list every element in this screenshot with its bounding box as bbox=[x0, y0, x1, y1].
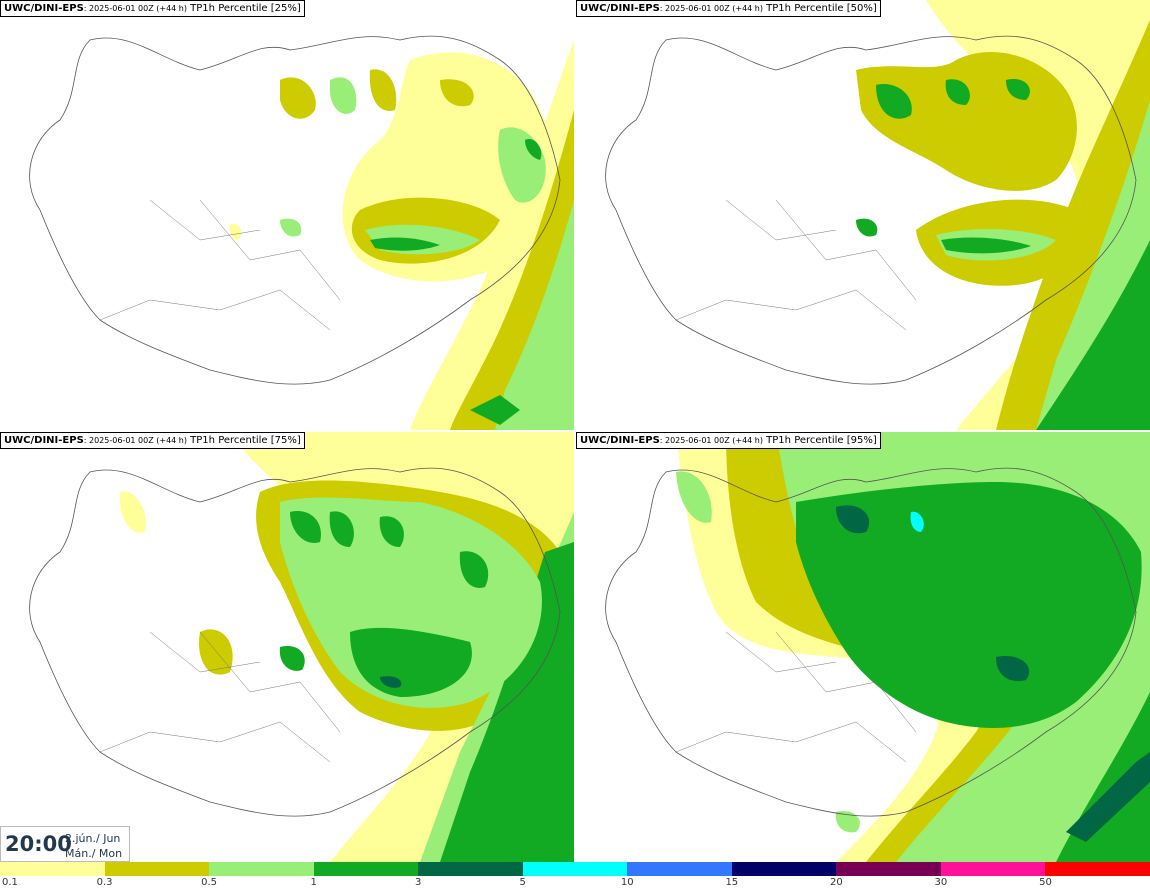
map-panel-p95: UWC/DINI-EPS: 2025-06-01 00Z (+44 h) TP1… bbox=[576, 432, 1150, 862]
panel-title-p50: UWC/DINI-EPS: 2025-06-01 00Z (+44 h) TP1… bbox=[576, 0, 881, 17]
colorbar-tick-label: 20 bbox=[829, 877, 843, 888]
colorbar-tick-label: 30 bbox=[934, 877, 948, 888]
colorbar-tick-label: 0.3 bbox=[96, 877, 113, 888]
colorbar-segment bbox=[0, 862, 105, 876]
colorbar-segment bbox=[836, 862, 941, 876]
model-source: UWC/DINI-EPS bbox=[4, 3, 84, 14]
panel-title-p25: UWC/DINI-EPS: 2025-06-01 00Z (+44 h) TP1… bbox=[0, 0, 305, 17]
valid-weekday: Mán./ Mon bbox=[65, 847, 123, 860]
run-info: : 2025-06-01 00Z (+44 h) bbox=[83, 436, 187, 445]
colorbar-segment bbox=[1045, 862, 1150, 876]
colorbar-tick-label: 1 bbox=[310, 877, 317, 888]
colorbar-tick-label: 10 bbox=[620, 877, 634, 888]
colorbar-segment bbox=[522, 862, 628, 876]
run-info: : 2025-06-01 00Z (+44 h) bbox=[83, 4, 187, 13]
run-info: : 2025-06-01 00Z (+44 h) bbox=[659, 436, 763, 445]
field-name: TP1h Percentile [50%] bbox=[766, 3, 877, 14]
colorbar-segment bbox=[940, 862, 1046, 876]
field-name: TP1h Percentile [75%] bbox=[190, 435, 301, 446]
colorbar-labels: 0.1 0.3 0.5 1 3 5 10 15 20 30 50 bbox=[0, 876, 1150, 890]
colorbar-segment bbox=[209, 862, 314, 876]
precip-map-p95 bbox=[576, 432, 1150, 862]
map-panel-p75: UWC/DINI-EPS: 2025-06-01 00Z (+44 h) TP1… bbox=[0, 432, 574, 862]
colorbar-tick-label: 50 bbox=[1039, 877, 1052, 888]
colorbar-tick-label: 0.5 bbox=[201, 877, 218, 888]
colorbar-segment bbox=[731, 862, 837, 876]
colorbar-tick-label: 5 bbox=[519, 877, 526, 888]
field-name: TP1h Percentile [25%] bbox=[190, 3, 301, 14]
map-panel-p25: UWC/DINI-EPS: 2025-06-01 00Z (+44 h) TP1… bbox=[0, 0, 574, 430]
model-source: UWC/DINI-EPS bbox=[4, 435, 84, 446]
valid-date: 2.jún./ Jun bbox=[65, 832, 121, 845]
colorbar-segment bbox=[313, 862, 419, 876]
precip-colorbar bbox=[0, 862, 1150, 876]
colorbar-segment bbox=[627, 862, 732, 876]
model-source: UWC/DINI-EPS bbox=[580, 3, 660, 14]
map-panel-p50: UWC/DINI-EPS: 2025-06-01 00Z (+44 h) TP1… bbox=[576, 0, 1150, 430]
panel-title-p75: UWC/DINI-EPS: 2025-06-01 00Z (+44 h) TP1… bbox=[0, 432, 305, 449]
colorbar-tick-label: 3 bbox=[414, 877, 422, 888]
valid-time: 20:00 bbox=[5, 832, 72, 856]
precip-map-p75 bbox=[29, 432, 574, 862]
precip-map-p50 bbox=[605, 0, 1150, 430]
colorbar-tick-label: 15 bbox=[725, 877, 739, 888]
run-info: : 2025-06-01 00Z (+44 h) bbox=[659, 4, 763, 13]
field-name: TP1h Percentile [95%] bbox=[766, 435, 877, 446]
colorbar-tick-label: 0.1 bbox=[2, 877, 18, 888]
precip-map-p25 bbox=[29, 35, 574, 430]
valid-time-box: 20:00 2.jún./ Jun Mán./ Mon bbox=[0, 826, 130, 862]
colorbar-segment bbox=[104, 862, 210, 876]
panel-title-p95: UWC/DINI-EPS: 2025-06-01 00Z (+44 h) TP1… bbox=[576, 432, 881, 449]
colorbar-segment bbox=[418, 862, 523, 876]
model-source: UWC/DINI-EPS bbox=[580, 435, 660, 446]
